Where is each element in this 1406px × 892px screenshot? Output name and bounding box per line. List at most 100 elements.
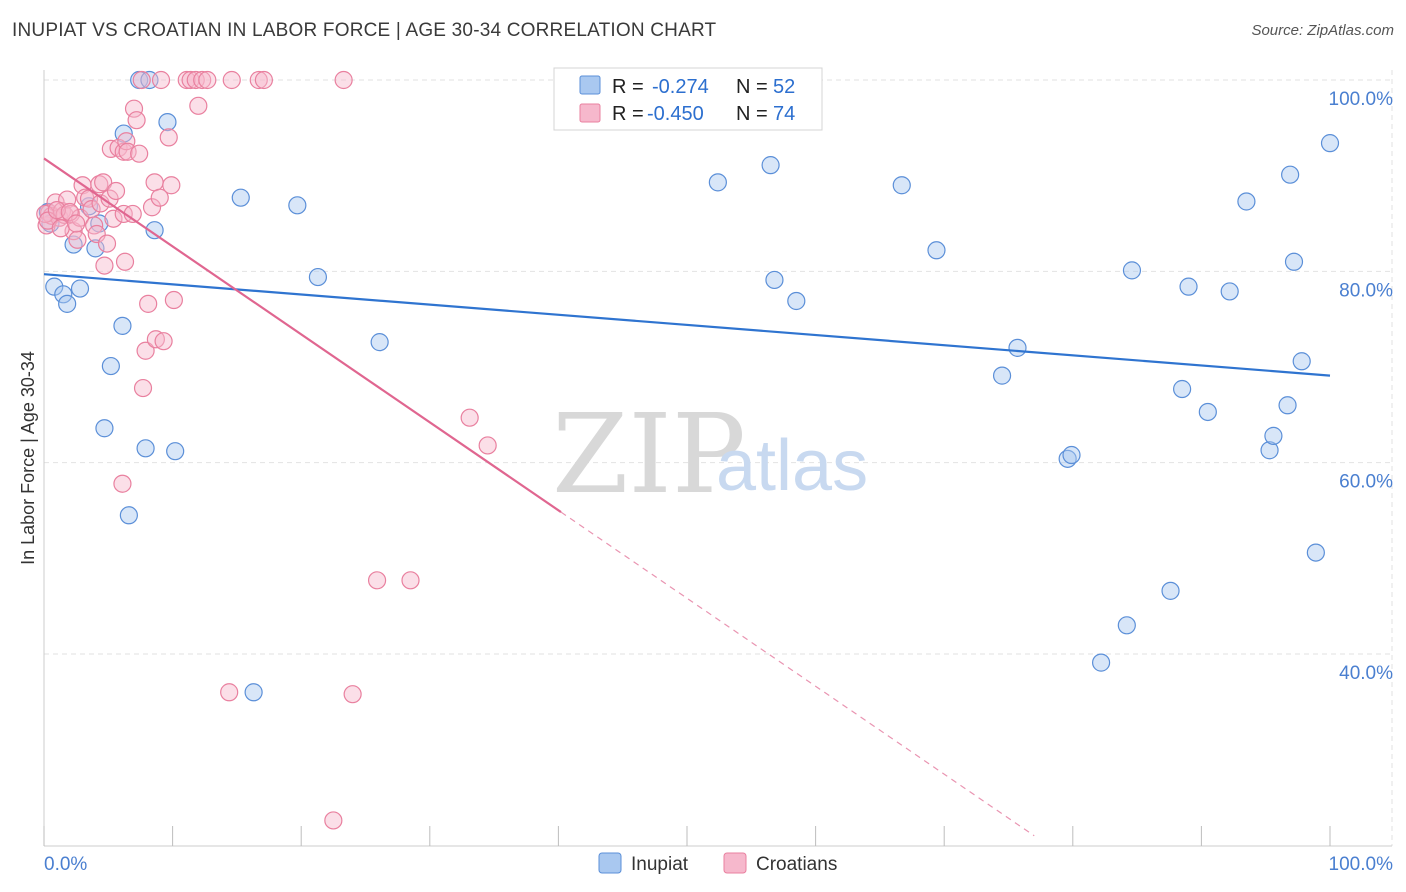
croatian-point: [334, 70, 353, 90]
croatian-point: [249, 70, 268, 90]
croatian-point: [478, 436, 497, 455]
source-label: Source: ZipAtlas.com: [1251, 22, 1394, 39]
legend-croatian-r-value: -0.450: [647, 103, 704, 125]
croatian-point: [401, 571, 420, 590]
legend-swatch-inupiat: [579, 75, 601, 95]
watermark-zip: ZIP: [552, 390, 746, 518]
trend-line-croatian-extension: [560, 511, 1035, 837]
inupiat-point: [370, 333, 389, 352]
inupiat-point: [708, 173, 727, 192]
inupiat-point: [992, 366, 1012, 385]
croatian-point: [60, 202, 79, 222]
inupiat-point: [1091, 653, 1111, 672]
croatian-point: [159, 128, 178, 147]
croatian-point: [254, 70, 274, 90]
inupiat-points: [38, 70, 1340, 702]
croatian-point: [130, 144, 149, 163]
bottom-legend-label-inupiat: Inupiat: [631, 854, 689, 875]
axes: [43, 70, 1392, 847]
croatian-point: [127, 111, 146, 130]
croatian-point: [460, 408, 479, 427]
croatian-point: [97, 234, 117, 253]
inupiat-point: [765, 270, 784, 290]
inupiat-point: [1237, 192, 1256, 211]
inupiat-point: [761, 156, 780, 175]
croatian-point: [198, 70, 217, 90]
inupiat-point: [1122, 261, 1142, 280]
inupiat-point: [1179, 277, 1198, 296]
inupiat-point: [244, 683, 263, 702]
inupiat-point: [1062, 445, 1081, 465]
croatian-point: [367, 571, 387, 590]
inupiat-point: [1306, 543, 1325, 562]
legend-swatch-croatian: [579, 103, 601, 123]
croatian-point: [136, 341, 155, 360]
inupiat-point: [1281, 165, 1300, 184]
inupiat-point: [119, 506, 138, 525]
bottom-legend-label-croatian: Croatians: [756, 854, 837, 875]
x-ticks: [43, 826, 1331, 846]
inupiat-point: [1278, 396, 1297, 415]
inupiat-point: [231, 188, 250, 207]
croatian-point: [133, 378, 153, 398]
croatian-point: [151, 70, 171, 90]
inupiat-point: [70, 279, 90, 298]
inupiat-point: [1320, 134, 1340, 153]
y-tick-label: 60.0%: [1339, 472, 1393, 493]
croatian-point: [154, 332, 173, 351]
inupiat-point: [1117, 616, 1136, 635]
croatian-point: [94, 173, 113, 192]
croatian-points: [36, 70, 497, 830]
croatian-point: [142, 198, 162, 217]
croatian-point: [150, 188, 169, 207]
inupiat-point: [113, 316, 132, 335]
inupiat-point: [1220, 282, 1239, 301]
correlation-legend: R = -0.274 N = 52 R = -0.450 N = 74: [553, 67, 823, 131]
inupiat-point: [1173, 379, 1192, 399]
legend-inupiat-r-label: R =: [612, 76, 644, 98]
chart-title: INUPIAT VS CROATIAN IN LABOR FORCE | AGE…: [12, 20, 717, 41]
watermark: ZIP atlas: [552, 390, 868, 518]
inupiat-point: [95, 419, 114, 438]
croatian-point: [115, 252, 135, 271]
inupiat-point: [166, 442, 185, 461]
watermark-atlas: atlas: [716, 426, 868, 506]
inupiat-point: [1264, 426, 1283, 445]
inupiat-point: [158, 112, 177, 132]
croatian-point: [220, 683, 239, 702]
croatian-point: [67, 214, 86, 233]
inupiat-point: [288, 196, 307, 215]
croatian-point: [124, 99, 144, 118]
inupiat-point: [58, 294, 77, 313]
croatian-point: [104, 209, 123, 228]
croatian-point: [51, 219, 70, 238]
inupiat-point: [101, 356, 120, 376]
y-axis-label: In Labor Force | Age 30-34: [18, 351, 38, 565]
legend-inupiat-n-value: 52: [773, 76, 795, 98]
trend-lines: [43, 157, 1331, 837]
legend-croatian-n-value: 74: [773, 103, 795, 125]
inupiat-point: [1292, 352, 1311, 371]
y-tick-labels: 40.0% 60.0% 80.0% 100.0%: [1329, 89, 1394, 684]
inupiat-point: [1161, 581, 1180, 600]
croatian-point: [324, 811, 343, 830]
croatian-point: [132, 70, 151, 90]
croatian-point: [68, 230, 87, 249]
inupiat-point: [145, 221, 164, 240]
croatian-point: [114, 142, 133, 161]
trend-line-inupiat: [43, 273, 1331, 377]
inupiat-point: [1198, 402, 1217, 422]
croatian-point: [189, 96, 208, 115]
croatian-point: [118, 142, 137, 161]
grid-lines: [44, 70, 1393, 846]
inupiat-point: [892, 176, 911, 195]
x-tick-label-min: 0.0%: [44, 854, 87, 875]
croatian-point: [164, 290, 183, 310]
croatian-point: [139, 294, 158, 313]
trend-line-croatian: [43, 157, 562, 513]
inupiat-point: [787, 291, 806, 311]
croatian-point: [343, 685, 362, 704]
inupiat-point: [1008, 338, 1027, 357]
y-tick-label: 40.0%: [1339, 663, 1393, 684]
